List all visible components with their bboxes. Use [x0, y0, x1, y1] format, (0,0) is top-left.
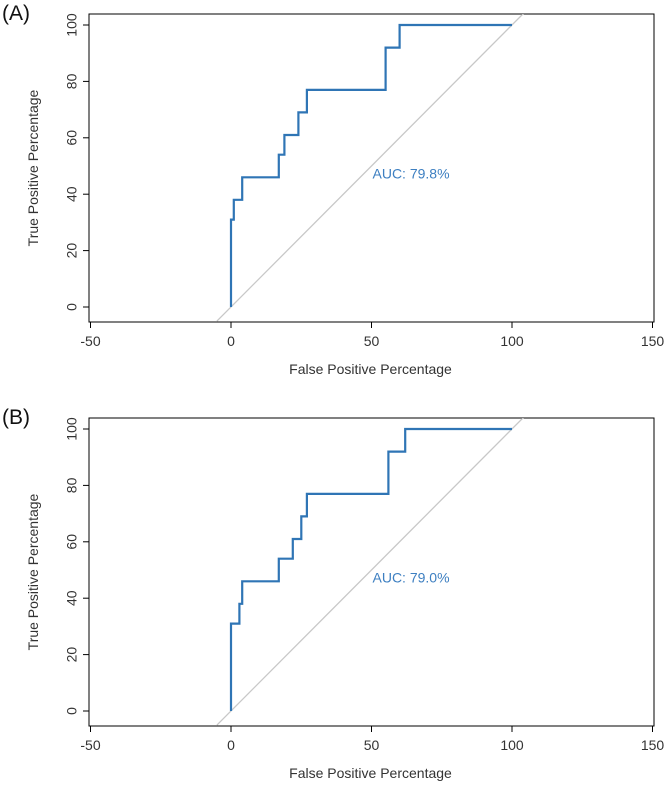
x-tick-label: 50 — [364, 333, 380, 349]
auc-annotation: AUC: 79.8% — [373, 165, 450, 181]
roc-curve — [229, 23, 512, 307]
y-tick-label: 60 — [64, 534, 80, 550]
plot-frame — [88, 13, 655, 323]
roc-chart-b: -50 0 50 100 150 0 20 40 60 80 100 False Positive P… — [25, 417, 665, 781]
panel-label: (A) — [2, 2, 30, 25]
y-tick-label: 40 — [64, 590, 80, 606]
y-tick-label: 20 — [64, 243, 80, 259]
y-tick-label: 80 — [64, 477, 80, 493]
y-tick-label: 0 — [64, 707, 80, 715]
roc-panel-b: (B) -50 0 50 100 150 0 20 40 60 80 100 False Positi… — [0, 404, 667, 807]
y-tick-label: 80 — [64, 73, 80, 89]
x-tick-label: 150 — [641, 333, 665, 349]
plot-frame — [88, 417, 655, 727]
series-group — [216, 14, 524, 322]
y-tick-label: 20 — [64, 647, 80, 663]
panel-label: (B) — [2, 406, 30, 429]
x-axis-label: False Positive Percentage — [289, 361, 452, 377]
diagonal-reference-line — [216, 418, 524, 726]
x-tick-label: 0 — [227, 333, 235, 349]
y-tick-label: 40 — [64, 186, 80, 202]
x-tick-label: 100 — [500, 333, 524, 349]
y-tick-label: 0 — [64, 303, 80, 311]
roc-curve — [229, 427, 512, 711]
series-group — [216, 418, 524, 726]
roc-panel-a: (A) -50 0 50 100 150 0 20 40 60 80 100 False Positi… — [0, 0, 667, 403]
diagonal-reference-line — [216, 14, 524, 322]
x-tick-label: 150 — [641, 737, 665, 753]
y-axis-label: True Positive Percentage — [25, 89, 41, 246]
x-tick-label: 50 — [364, 737, 380, 753]
x-axis-label: False Positive Percentage — [289, 765, 452, 781]
x-tick-label: -50 — [80, 333, 100, 349]
y-tick-label: 60 — [64, 130, 80, 146]
y-tick-label: 100 — [64, 13, 80, 37]
x-tick-label: -50 — [80, 737, 100, 753]
y-tick-label: 100 — [64, 417, 80, 441]
x-tick-label: 100 — [500, 737, 524, 753]
roc-chart-a: -50 0 50 100 150 0 20 40 60 80 100 False Positive P… — [25, 13, 665, 377]
y-axis-label: True Positive Percentage — [25, 493, 41, 650]
x-tick-label: 0 — [227, 737, 235, 753]
auc-annotation: AUC: 79.0% — [373, 569, 450, 585]
